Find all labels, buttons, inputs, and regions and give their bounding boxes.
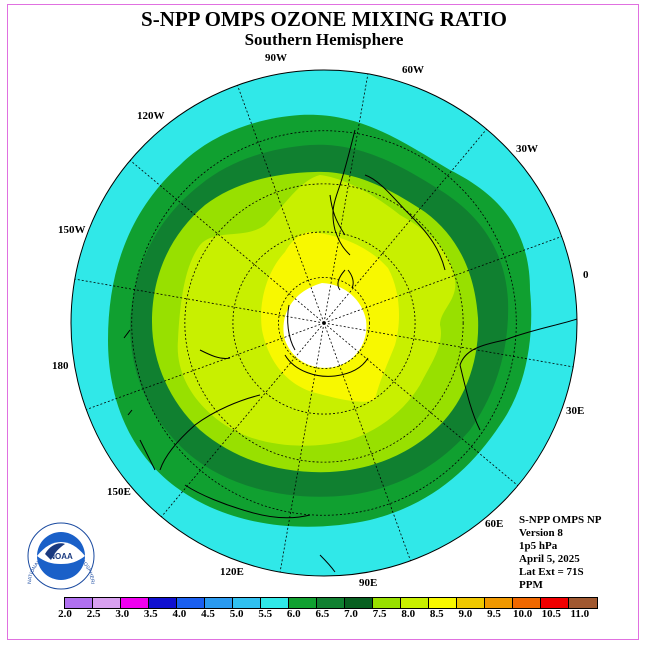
colorbar bbox=[64, 597, 598, 609]
colorbar-swatch bbox=[541, 598, 569, 608]
colorbar-tick-label: 9.0 bbox=[458, 608, 473, 620]
colorbar-swatch bbox=[485, 598, 513, 608]
colorbar-swatch bbox=[177, 598, 205, 608]
colorbar-swatch bbox=[261, 598, 289, 608]
plot-frame bbox=[7, 4, 639, 640]
info-instrument: S-NPP OMPS NP bbox=[519, 514, 602, 526]
pole-marker bbox=[322, 321, 326, 325]
lon-label-60w: 60W bbox=[402, 64, 424, 76]
no-data-region bbox=[283, 283, 367, 368]
colorbar-tick-label: 8.5 bbox=[429, 608, 444, 620]
colorbar-tick-label: 8.0 bbox=[401, 608, 416, 620]
colorbar-tick-label: 2.5 bbox=[86, 608, 101, 620]
colorbar-tick-label: 10.5 bbox=[541, 608, 561, 620]
lon-label-180: 180 bbox=[52, 360, 69, 372]
colorbar-swatch bbox=[121, 598, 149, 608]
lon-label-60e: 60E bbox=[485, 518, 504, 530]
colorbar-swatch bbox=[65, 598, 93, 608]
latitude-circle bbox=[278, 277, 370, 369]
lon-label-0: 0 bbox=[583, 269, 589, 281]
colorbar-swatch bbox=[373, 598, 401, 608]
colorbar-swatch bbox=[345, 598, 373, 608]
colorbar-tick-label: 4.5 bbox=[201, 608, 215, 620]
lon-label-30e: 30E bbox=[566, 405, 585, 417]
lon-label-120e: 120E bbox=[220, 566, 244, 578]
lon-label-120w: 120W bbox=[137, 110, 165, 122]
colorbar-tick-label: 6.0 bbox=[286, 608, 301, 620]
colorbar-tick-label: 5.5 bbox=[258, 608, 273, 620]
colorbar-swatch bbox=[401, 598, 429, 608]
colorbar-tick-label: 6.5 bbox=[315, 608, 330, 620]
latitude-circle bbox=[184, 183, 464, 463]
colorbar-swatch bbox=[205, 598, 233, 608]
colorbar-swatch bbox=[569, 598, 597, 608]
colorbar-tick-label: 3.0 bbox=[115, 608, 130, 620]
colorbar-tick-label: 5.0 bbox=[229, 608, 244, 620]
colorbar-tick-label: 7.5 bbox=[372, 608, 387, 620]
colorbar-tick-label: 3.5 bbox=[143, 608, 158, 620]
colorbar-swatch bbox=[289, 598, 317, 608]
colorbar-tick-label: 10.0 bbox=[512, 608, 533, 620]
colorbar-swatch bbox=[513, 598, 541, 608]
lon-label-150w: 150W bbox=[58, 224, 86, 236]
map-border bbox=[70, 69, 578, 577]
page-subtitle: Southern Hemisphere bbox=[244, 30, 404, 49]
colorbar-tick-label: 9.5 bbox=[487, 608, 501, 620]
colorbar-swatch bbox=[149, 598, 177, 608]
coastlines bbox=[123, 129, 577, 573]
latitude-circle bbox=[131, 130, 517, 516]
info-units: PPM bbox=[519, 579, 543, 591]
graticule bbox=[74, 73, 574, 573]
lon-label-30w: 30W bbox=[516, 143, 538, 155]
colorbar-tick-label: 2.0 bbox=[58, 608, 72, 620]
colorbar-swatch bbox=[457, 598, 485, 608]
colorbar-swatch bbox=[233, 598, 261, 608]
info-version: Version 8 bbox=[519, 527, 563, 539]
info-lat-extent: Lat Ext = 71S bbox=[519, 566, 584, 578]
colorbar-tick-label: 4.0 bbox=[172, 608, 187, 620]
lon-label-90w: 90W bbox=[265, 52, 287, 64]
lon-label-150e: 150E bbox=[107, 486, 131, 498]
colorbar-tick-label: 7.0 bbox=[344, 608, 358, 620]
colorbar-tick-label: 11.0 bbox=[570, 608, 590, 620]
colorbar-swatch bbox=[93, 598, 121, 608]
colorbar-labels: 2.0 2.5 3.0 3.5 4.0 4.5 5.0 5.5 6.0 6.5 7.0 7.5 8.0 8… bbox=[0, 608, 648, 622]
colorbar-swatch bbox=[429, 598, 457, 608]
info-date: April 5, 2025 bbox=[519, 553, 580, 565]
info-panel: S-NPP OMPS NP Version 8 1p5 hPa April 5,… bbox=[519, 514, 602, 592]
page-title: S-NPP OMPS OZONE MIXING RATIO bbox=[141, 7, 507, 31]
colorbar-swatch bbox=[317, 598, 345, 608]
lon-label-90e: 90E bbox=[359, 577, 378, 589]
info-pressure-level: 1p5 hPa bbox=[519, 540, 558, 552]
latitude-circle bbox=[232, 231, 416, 415]
logo-text: NOAA bbox=[49, 552, 73, 561]
noaa-logo: NATIONAL OCEANIC AND ATMOSPHERIC ADMINIS… bbox=[15, 520, 95, 590]
